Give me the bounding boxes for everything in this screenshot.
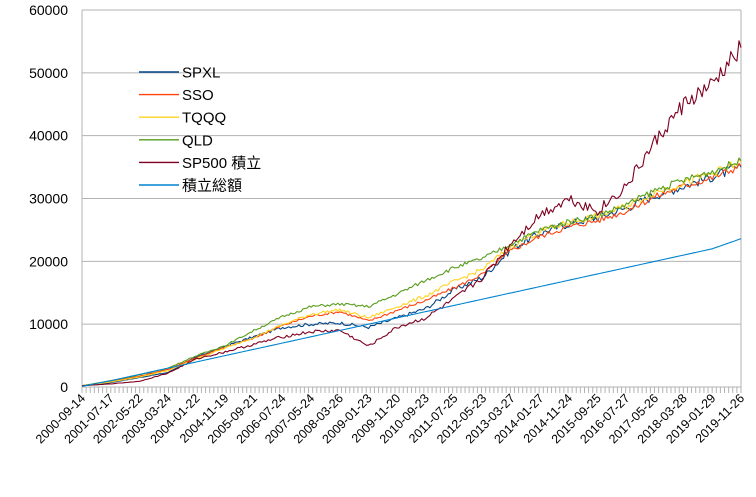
- legend-label-5: 積立総額: [182, 178, 242, 195]
- series-line-2: [81, 158, 742, 387]
- gridlines: [82, 9, 741, 388]
- x-axis-ticks: 2000-09-142001-07-172002-05-222003-03-24…: [33, 391, 747, 446]
- series-lines: [81, 40, 742, 387]
- y-axis-ticks: 0 10000 20000 30000 40000 50000 60000: [29, 2, 68, 395]
- y-tick-label: 40000: [29, 128, 68, 144]
- legend-label-1: SSO: [182, 87, 214, 104]
- legend-label-3: QLD: [182, 132, 213, 149]
- y-tick-label: 10000: [29, 316, 68, 332]
- y-tick-label: 60000: [29, 2, 68, 18]
- y-tick-label: 50000: [29, 65, 68, 81]
- legend-label-2: TQQQ: [182, 110, 226, 127]
- legend-label-0: SPXL: [182, 65, 220, 82]
- series-line-5: [81, 238, 742, 387]
- series-line-4: [81, 40, 742, 387]
- series-line-1: [81, 163, 742, 387]
- y-tick-label: 0: [60, 379, 68, 395]
- series-line-0: [81, 163, 742, 387]
- plot-border: [81, 10, 742, 393]
- legend-label-4: SP500 積立: [182, 155, 261, 172]
- y-tick-label: 30000: [29, 191, 68, 207]
- series-line-3: [81, 157, 742, 387]
- y-tick-label: 20000: [29, 253, 68, 269]
